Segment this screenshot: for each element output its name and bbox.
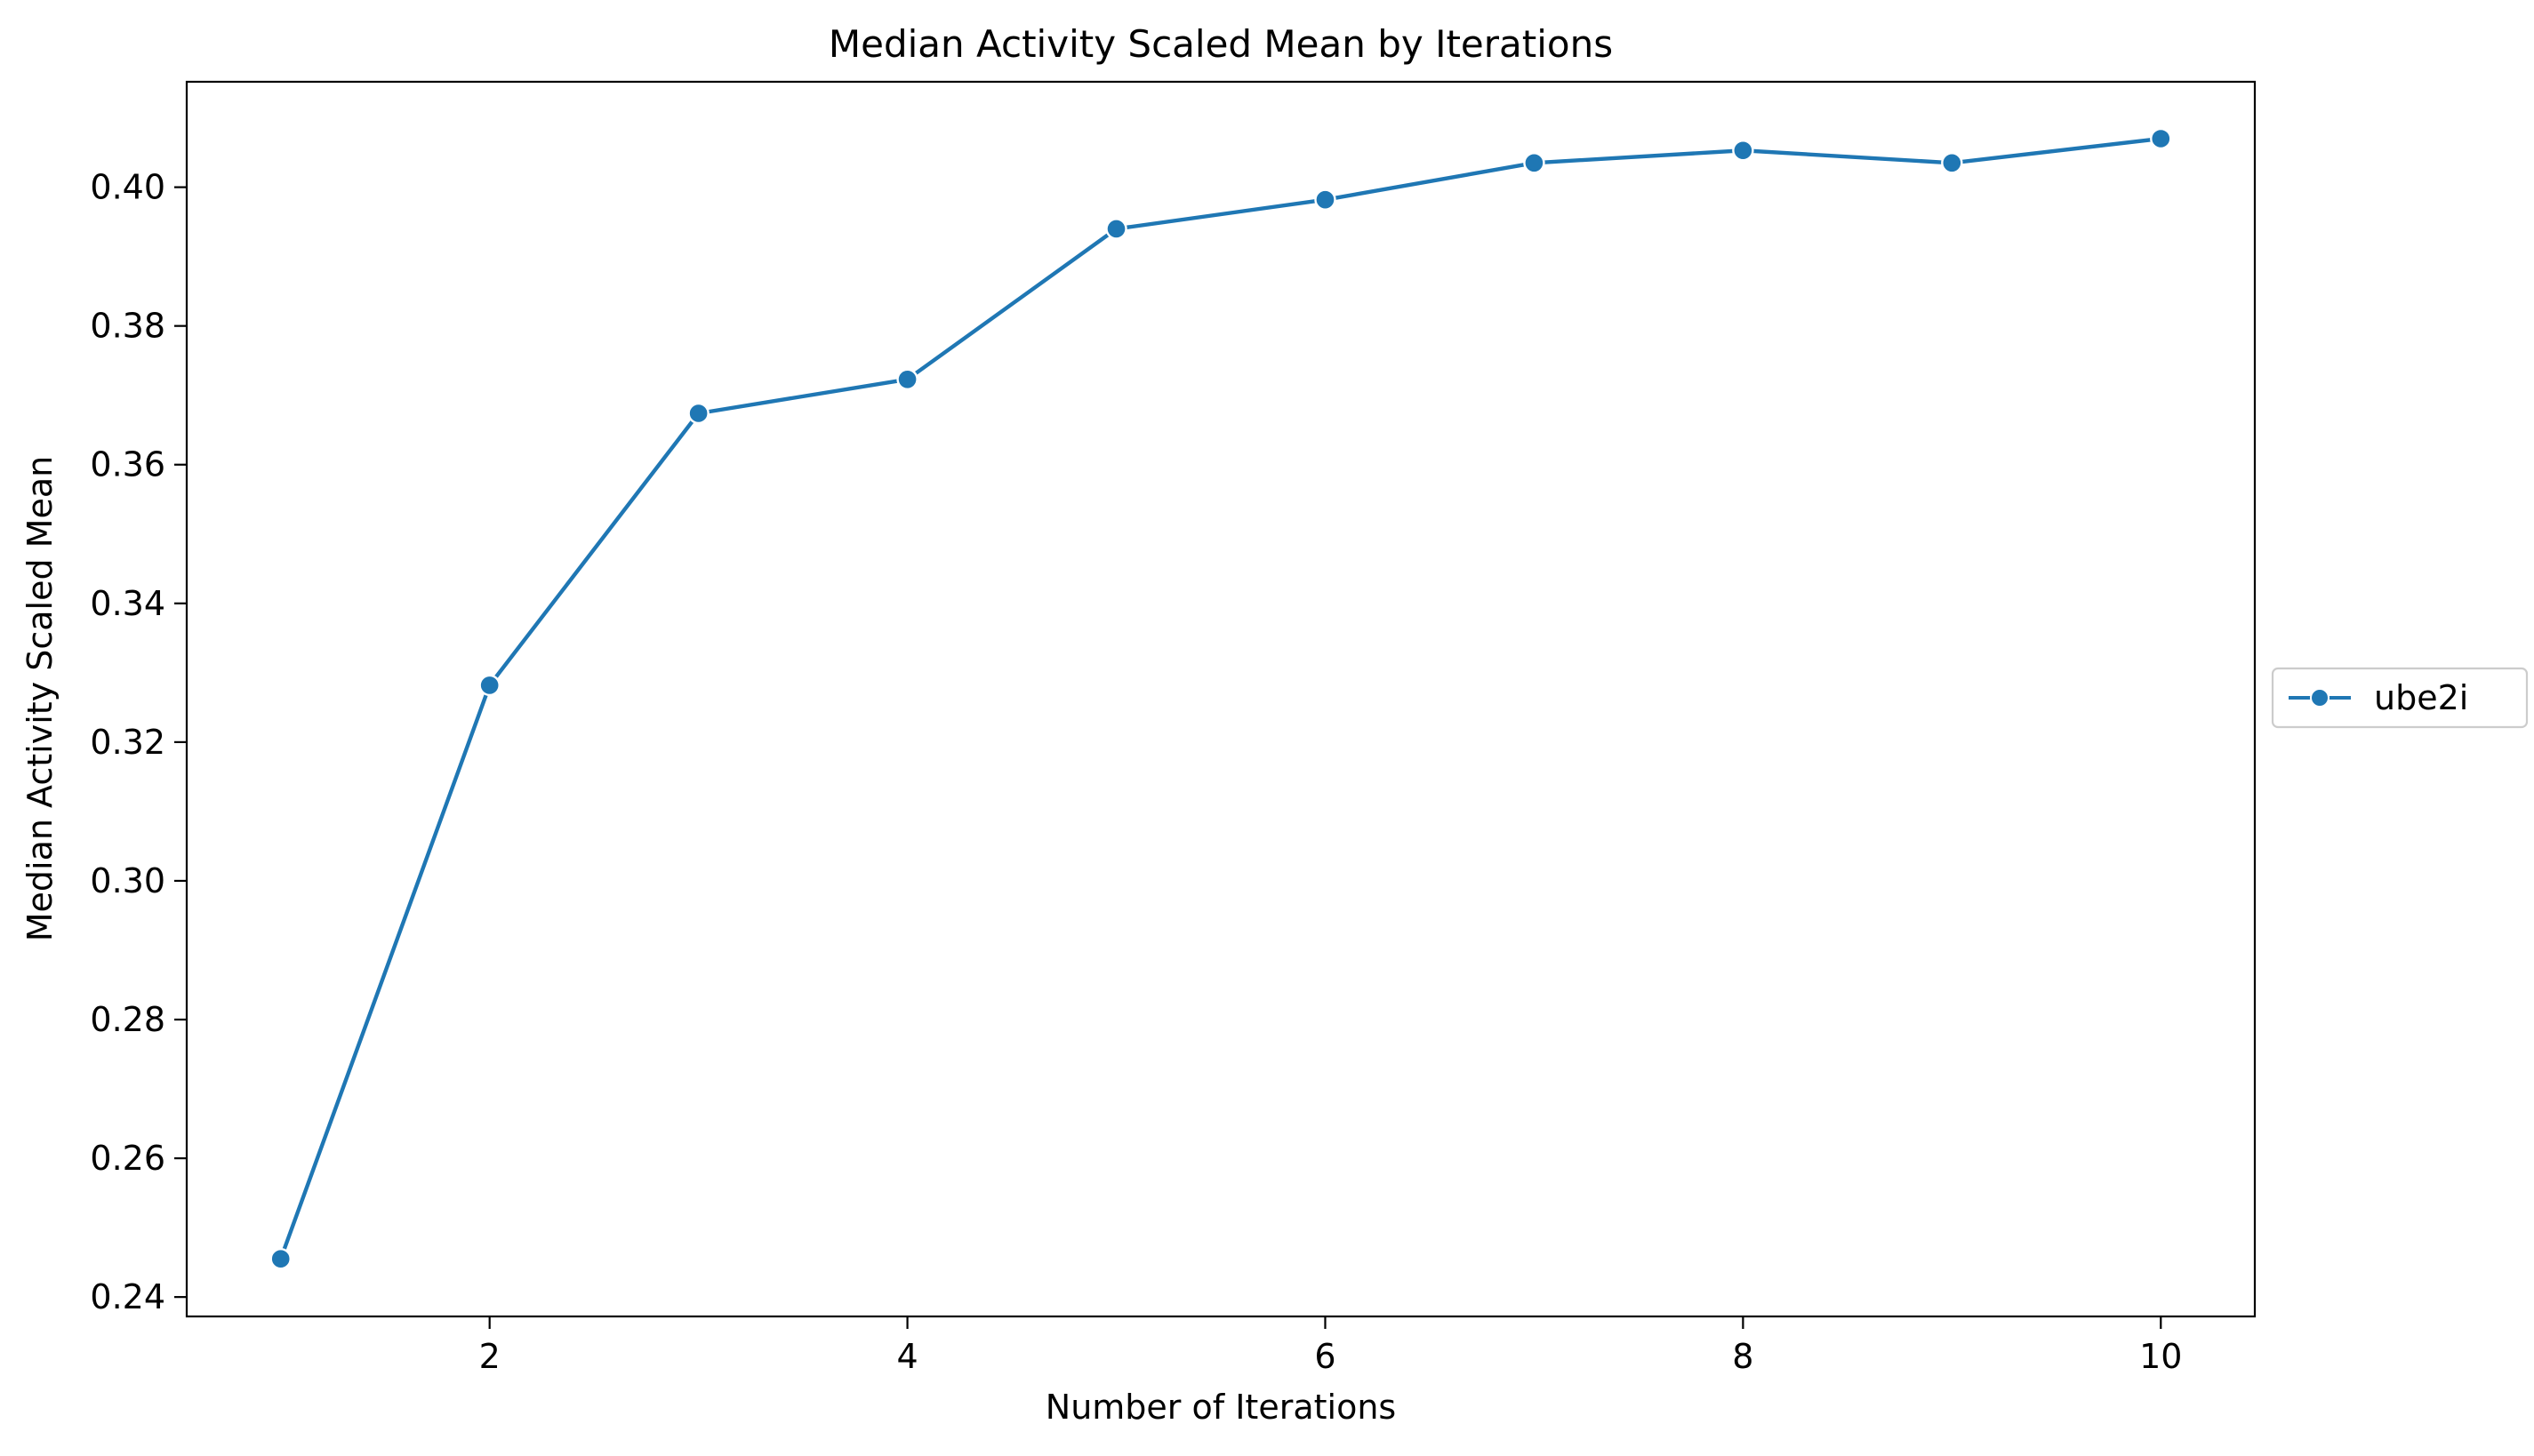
- x-tick-label: 10: [2139, 1337, 2182, 1376]
- y-tick-label: 0.38: [90, 307, 165, 346]
- legend: ube2i: [2271, 667, 2529, 729]
- chart-title: Median Activity Scaled Mean by Iteration…: [829, 22, 1613, 66]
- series-layer: [269, 127, 2172, 1270]
- data-point: [478, 674, 501, 697]
- series-line-ube2i: [278, 136, 2163, 1261]
- plot-area: [187, 82, 2255, 1316]
- data-point: [1105, 218, 1127, 240]
- legend-frame: [2271, 667, 2529, 729]
- x-tick-label: 4: [896, 1337, 918, 1376]
- y-tick-label: 0.32: [90, 723, 165, 762]
- data-point: [1523, 152, 1545, 174]
- y-axis-label: Median Activity Scaled Mean: [20, 456, 60, 941]
- plot-frame: [185, 80, 2257, 1318]
- y-tick-label: 0.30: [90, 861, 165, 900]
- x-tick-label: 6: [1314, 1337, 1335, 1376]
- y-tick-label: 0.36: [90, 445, 165, 484]
- legend-label-ube2i: ube2i: [2374, 678, 2468, 717]
- y-axis-ticks: 0.24 0.26 0.28 0.30 0.32 0.34 0.36 0.38 0.40: [90, 168, 187, 1316]
- x-tick-label: 8: [1732, 1337, 1753, 1376]
- y-tick-label: 0.26: [90, 1139, 165, 1178]
- legend-marker-swatch: [2310, 688, 2330, 708]
- data-point: [1314, 188, 1336, 211]
- x-axis-ticks: 2 4 6 8 10: [479, 1316, 2182, 1376]
- x-tick-label: 2: [479, 1337, 501, 1376]
- data-point: [896, 368, 918, 390]
- y-tick-label: 0.24: [90, 1277, 165, 1316]
- data-point: [687, 402, 710, 425]
- data-point: [1732, 140, 1754, 162]
- y-tick-label: 0.28: [90, 1000, 165, 1039]
- data-point: [2150, 127, 2172, 150]
- data-point: [269, 1248, 292, 1270]
- data-point: [1941, 152, 1963, 174]
- y-tick-label: 0.34: [90, 584, 165, 623]
- x-axis-label: Number of Iterations: [1046, 1388, 1396, 1427]
- y-tick-label: 0.40: [90, 168, 165, 207]
